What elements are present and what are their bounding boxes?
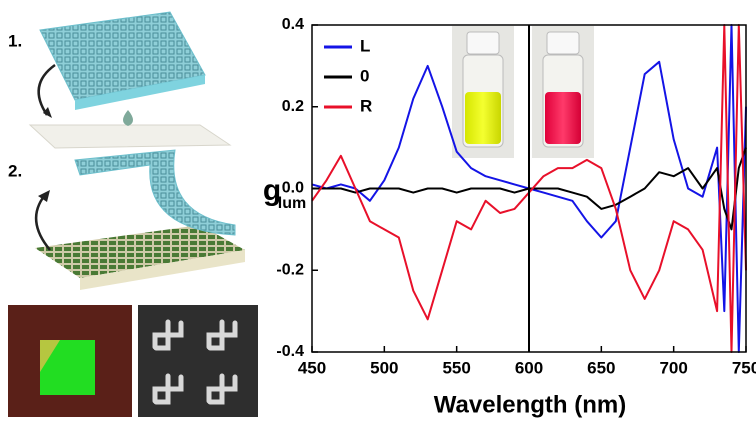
y-tick-label: 0.0 — [282, 180, 304, 197]
arrow — [36, 195, 50, 250]
substrate — [30, 125, 230, 148]
x-tick-label: 600 — [515, 358, 543, 377]
peeled-stamp — [75, 150, 235, 235]
yellow-solution — [465, 92, 501, 144]
x-tick-label: 650 — [587, 358, 615, 377]
y-tick-label: 0.2 — [282, 98, 304, 115]
pink-solution — [545, 92, 581, 144]
y-tick-label: -0.2 — [276, 261, 304, 278]
arrow-head — [38, 190, 50, 202]
y-tick-label: 0.4 — [282, 16, 304, 33]
x-tick-label: 450 — [298, 358, 326, 377]
x-tick-label: 550 — [442, 358, 470, 377]
vial-cap — [467, 32, 499, 54]
droplet — [123, 110, 133, 126]
step-label: 2. — [8, 161, 22, 180]
figure: 1. 2. g lum Wavelength — [0, 0, 756, 425]
arrow — [39, 65, 55, 115]
vial-cap — [547, 32, 579, 54]
illustration: 1. 2. — [8, 12, 258, 417]
step-label: 1. — [8, 31, 22, 50]
x-axis-label: Wavelength (nm) — [434, 391, 626, 418]
x-tick-label: 500 — [370, 358, 398, 377]
legend-label: R — [360, 96, 372, 115]
legend-label: L — [360, 36, 370, 55]
y-axis-label-subscript: lum — [278, 195, 306, 212]
legend-label: 0 — [360, 66, 369, 85]
vial-inset — [452, 26, 594, 158]
x-tick-label: 750 — [732, 358, 756, 377]
x-tick-label: 700 — [659, 358, 687, 377]
